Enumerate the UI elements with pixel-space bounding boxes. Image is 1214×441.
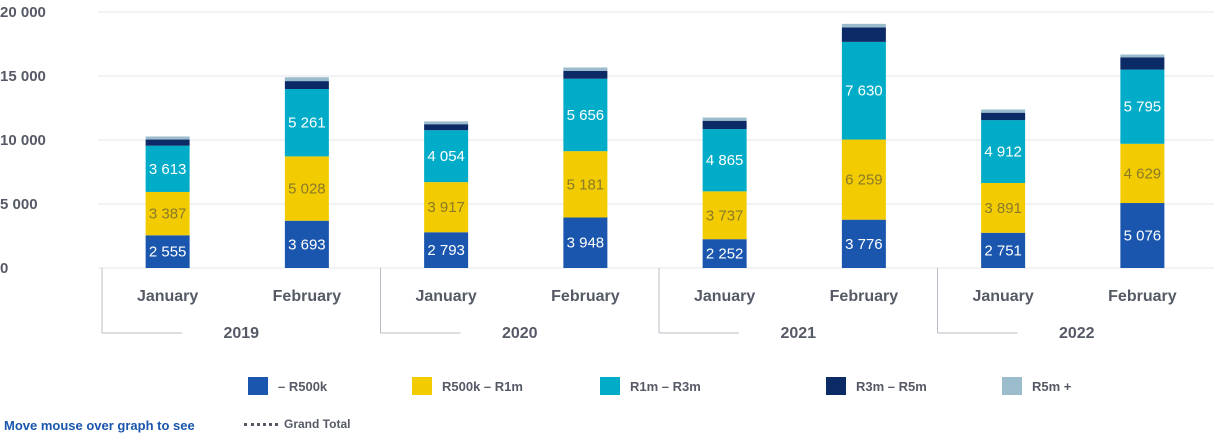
category-label: February [1108, 288, 1177, 305]
legend-swatch [600, 377, 620, 395]
bar-segment[interactable] [424, 121, 469, 125]
bar-segment[interactable] [284, 81, 329, 90]
bar-segment[interactable] [1120, 57, 1165, 70]
data-label: 5 181 [567, 176, 605, 193]
bar-segment[interactable] [981, 232, 1026, 268]
category-label: February [273, 288, 342, 305]
category-label: January [137, 288, 198, 305]
data-label: 5 795 [1124, 99, 1162, 116]
legend-entry: R1m – R3m [630, 379, 701, 394]
bar-segment[interactable] [981, 182, 1026, 233]
bar-segment[interactable] [424, 130, 469, 183]
data-label: 3 891 [984, 200, 1022, 217]
bar-segment[interactable] [145, 145, 190, 192]
dotted-line-icon [244, 422, 278, 426]
bar-segment[interactable] [284, 89, 329, 157]
bar-segment[interactable] [702, 129, 747, 192]
data-label: 3 613 [149, 161, 187, 178]
data-label: 3 737 [706, 207, 744, 224]
data-label: 5 028 [288, 181, 326, 198]
bar-segment[interactable] [284, 220, 329, 268]
y-tick-label: 5 000 [0, 196, 38, 213]
bar-segment[interactable] [145, 139, 190, 146]
data-label: 4 912 [984, 144, 1022, 161]
bar-segment[interactable] [841, 27, 886, 42]
legend-entry: R5m + [1032, 379, 1072, 394]
group-label: 2021 [780, 325, 816, 342]
footer-hint: Move mouse over graph to see [4, 418, 195, 433]
data-label: 4 865 [706, 152, 744, 169]
bar-segment[interactable] [981, 112, 1026, 121]
bar-segment[interactable] [702, 117, 747, 121]
bar-segment[interactable] [563, 151, 608, 218]
bar-segment[interactable] [424, 124, 469, 131]
data-label: 2 751 [984, 242, 1022, 259]
data-label: 3 776 [845, 236, 883, 253]
grand-total-legend: Grand Total [244, 417, 350, 431]
bar-segment[interactable] [145, 235, 190, 268]
group-label: 2022 [1059, 325, 1095, 342]
bar-segment[interactable] [284, 156, 329, 221]
bar-segment[interactable] [284, 77, 329, 82]
data-label: 7 630 [845, 83, 883, 100]
data-label: 5 656 [567, 107, 605, 124]
bar-segment[interactable] [1120, 69, 1165, 144]
bar-segment[interactable] [424, 182, 469, 233]
legend-entry: R500k – R1m [442, 379, 523, 394]
legend-swatch [826, 377, 846, 395]
data-label: 4 054 [427, 148, 465, 165]
bar-segment[interactable] [841, 139, 886, 220]
bar-segment[interactable] [145, 191, 190, 236]
bar-segment[interactable] [702, 120, 747, 130]
y-tick-label: 10 000 [0, 132, 46, 149]
bar-segment[interactable] [1120, 143, 1165, 204]
legend-entry: R3m – R5m [856, 379, 927, 394]
bar-segment[interactable] [1120, 54, 1165, 58]
data-label: 3 387 [149, 206, 187, 223]
bar-segment[interactable] [702, 239, 747, 268]
data-label: 2 793 [427, 242, 465, 259]
y-tick-label: 15 000 [0, 68, 46, 85]
legend-swatch [1002, 377, 1022, 395]
bar-segment[interactable] [563, 78, 608, 152]
y-tick-label: 20 000 [0, 4, 46, 21]
bar-segment[interactable] [981, 120, 1026, 183]
data-label: 3 948 [567, 235, 605, 252]
bar-segment[interactable] [563, 67, 608, 71]
legend-swatch [412, 377, 432, 395]
legend-entry: – R500k [278, 379, 328, 394]
data-label: 3 693 [288, 236, 326, 253]
bar-segment[interactable] [145, 136, 190, 140]
bar-segment[interactable] [841, 219, 886, 268]
group-label: 2019 [223, 325, 259, 342]
bar-segment[interactable] [981, 109, 1026, 113]
data-label: 2 252 [706, 246, 744, 263]
data-label: 4 629 [1124, 165, 1162, 182]
grand-total-label: Grand Total [284, 417, 351, 431]
data-label: 2 555 [149, 244, 187, 261]
group-label: 2020 [502, 325, 538, 342]
category-label: January [415, 288, 476, 305]
legend-swatch [248, 377, 268, 395]
category-label: February [551, 288, 620, 305]
category-label: January [694, 288, 755, 305]
data-label: 6 259 [845, 172, 883, 189]
bar-segment[interactable] [424, 232, 469, 268]
bar-segment[interactable] [1120, 203, 1165, 268]
data-label: 5 076 [1124, 228, 1162, 245]
data-label: 5 261 [288, 115, 326, 132]
bar-segment[interactable] [563, 217, 608, 268]
bar-segment[interactable] [841, 41, 886, 140]
bar-segment[interactable] [563, 70, 608, 79]
y-tick-label: 0 [0, 260, 8, 277]
data-label: 3 917 [427, 199, 465, 216]
bar-segment[interactable] [702, 191, 747, 240]
category-label: February [830, 288, 899, 305]
bar-segment[interactable] [841, 23, 886, 28]
category-label: January [972, 288, 1033, 305]
